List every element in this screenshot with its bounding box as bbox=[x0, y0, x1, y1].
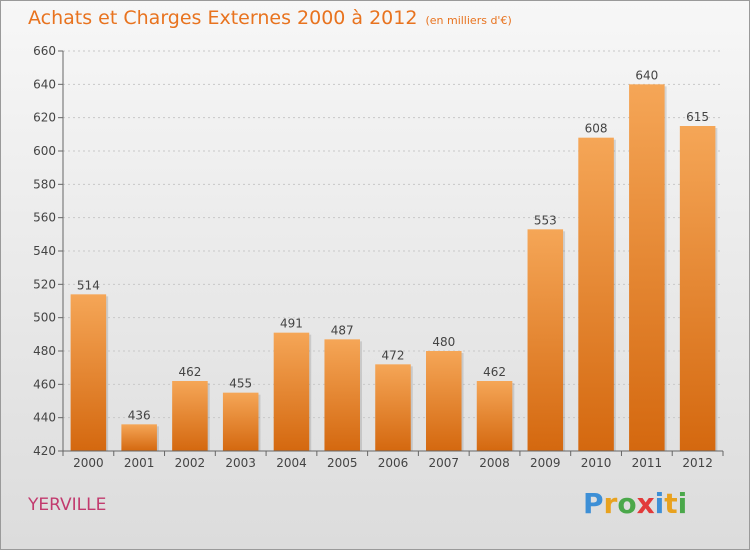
bar-2000 bbox=[70, 294, 107, 451]
bar-2010 bbox=[578, 137, 614, 451]
x-tick-label: 2009 bbox=[530, 456, 561, 470]
bars: 514 436 462 455 491 487 472 480 462 553 608 640 615 bbox=[70, 68, 718, 451]
logo-letter: x bbox=[636, 487, 655, 520]
data-label: 640 bbox=[635, 68, 658, 82]
bar-2007 bbox=[426, 351, 462, 451]
data-label: 455 bbox=[229, 377, 252, 391]
y-tick-label: 500 bbox=[33, 311, 56, 325]
data-label: 487 bbox=[331, 323, 354, 337]
x-tick-label: 2002 bbox=[175, 456, 206, 470]
y-tick-label: 640 bbox=[33, 77, 56, 91]
y-axis: 420 440 460 480 500 520 540 560 580 600 620 640 660 bbox=[33, 44, 64, 458]
y-tick-label: 660 bbox=[33, 44, 56, 58]
data-label: 462 bbox=[178, 365, 201, 379]
chart-title-text: Achats et Charges Externes 2000 à 2012 bbox=[28, 7, 418, 29]
y-tick-label: 420 bbox=[33, 444, 56, 458]
logo-letter: P bbox=[583, 487, 604, 520]
logo-letter: o bbox=[617, 487, 637, 520]
data-label: 491 bbox=[280, 317, 303, 331]
y-tick-label: 520 bbox=[33, 277, 56, 291]
logo-letter: t bbox=[664, 487, 678, 520]
logo-letter: r bbox=[603, 487, 618, 520]
bar-2012 bbox=[679, 126, 716, 451]
y-tick-label: 560 bbox=[33, 211, 56, 225]
bar-2005 bbox=[324, 339, 360, 451]
x-tick-label: 2000 bbox=[73, 456, 104, 470]
x-tick-label: 2006 bbox=[378, 456, 409, 470]
chart-subtitle: (en milliers d'€) bbox=[425, 14, 512, 27]
data-label: 553 bbox=[534, 213, 557, 227]
x-tick-label: 2010 bbox=[581, 456, 612, 470]
y-tick-label: 600 bbox=[33, 144, 56, 158]
x-tick-label: 2005 bbox=[327, 456, 358, 470]
bar-2002 bbox=[172, 381, 208, 451]
x-tick-label: 2011 bbox=[632, 456, 663, 470]
bar-2009 bbox=[527, 229, 564, 451]
data-label: 462 bbox=[483, 365, 506, 379]
bar-2006 bbox=[375, 364, 411, 451]
commune-name: YERVILLE bbox=[28, 495, 107, 515]
x-axis: 2000 2001 2002 2003 2004 2005 2006 2007 2008 2009… bbox=[62, 450, 724, 470]
bar-2008 bbox=[476, 381, 513, 451]
bar-2004 bbox=[273, 332, 310, 451]
y-tick-label: 620 bbox=[33, 111, 56, 125]
x-tick-label: 2001 bbox=[124, 456, 155, 470]
bar-2001 bbox=[121, 424, 157, 451]
logo-letter: i bbox=[677, 487, 688, 520]
proxiti-logo: Proxiti bbox=[583, 487, 687, 520]
data-label: 615 bbox=[686, 110, 709, 124]
x-tick-label: 2008 bbox=[479, 456, 510, 470]
x-tick-label: 2003 bbox=[225, 456, 256, 470]
data-label: 514 bbox=[77, 278, 100, 292]
bar-2011 bbox=[629, 84, 665, 451]
chart-title: Achats et Charges Externes 2000 à 2012 (e… bbox=[28, 7, 512, 29]
x-tick-label: 2004 bbox=[276, 456, 307, 470]
data-label: 480 bbox=[432, 335, 455, 349]
data-label: 472 bbox=[382, 348, 405, 362]
y-tick-label: 440 bbox=[33, 411, 56, 425]
y-tick-label: 480 bbox=[33, 344, 56, 358]
y-tick-label: 580 bbox=[33, 177, 56, 191]
y-tick-label: 460 bbox=[33, 377, 56, 391]
x-tick-label: 2007 bbox=[428, 456, 459, 470]
data-label: 436 bbox=[128, 408, 151, 422]
x-tick-label: 2012 bbox=[682, 456, 713, 470]
y-tick-label: 540 bbox=[33, 244, 56, 258]
logo-letter: i bbox=[654, 487, 665, 520]
data-label: 608 bbox=[585, 122, 608, 136]
bar-2003 bbox=[222, 392, 259, 451]
